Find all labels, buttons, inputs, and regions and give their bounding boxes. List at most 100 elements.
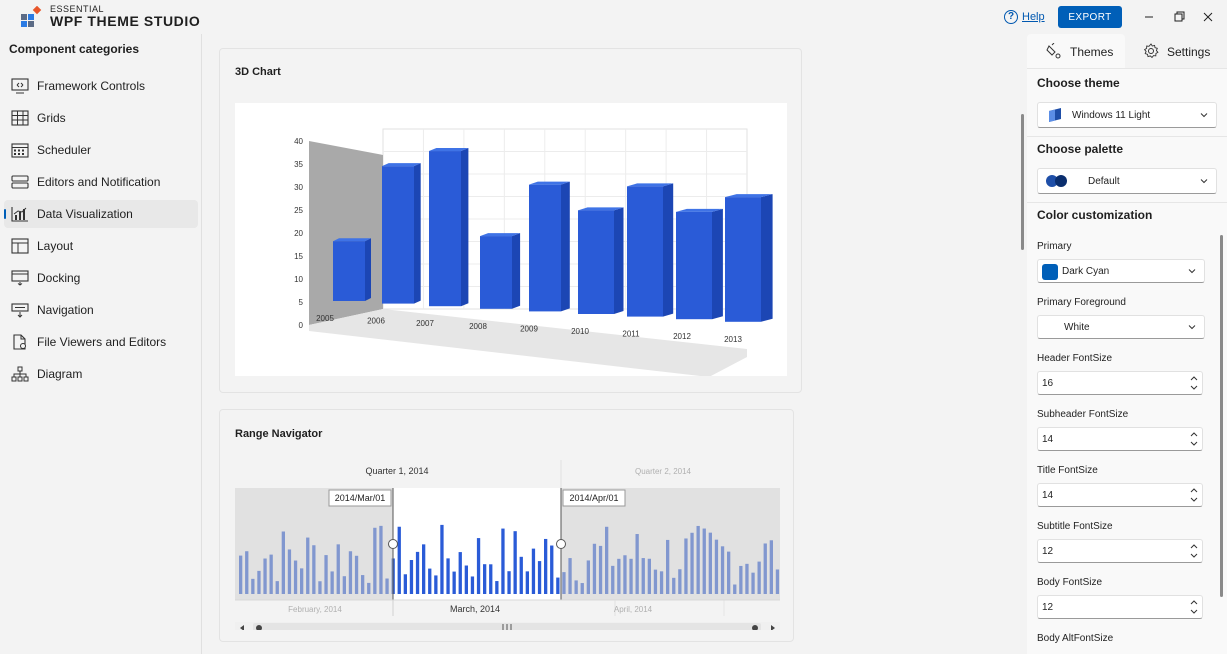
- chevron-down-icon[interactable]: [1190, 385, 1198, 391]
- chevron-up-icon[interactable]: [1190, 375, 1198, 381]
- scroll-left-icon: [240, 625, 244, 630]
- bar-side: [512, 233, 521, 309]
- primary-color-value: Dark Cyan: [1062, 266, 1110, 277]
- bar-top: [382, 163, 421, 167]
- range-thumb: [556, 539, 566, 549]
- sidebar-item-scheduler[interactable]: Scheduler: [4, 136, 198, 164]
- palette-icon: [1046, 43, 1061, 59]
- navigation-icon: [11, 303, 29, 318]
- range-tooltip-text: 2014/Mar/01: [335, 493, 386, 503]
- bar-side: [712, 208, 723, 320]
- range-top-label: Quarter 2, 2014: [635, 467, 692, 476]
- restore-icon[interactable]: [1170, 8, 1188, 26]
- x-tick-label: 2008: [469, 322, 487, 331]
- sidebar-item-framework-controls[interactable]: Framework Controls: [4, 72, 198, 100]
- range-bar: [489, 564, 493, 594]
- palette-swatch-icon: [1046, 175, 1067, 187]
- range-bar: [507, 571, 511, 594]
- main-scrollbar[interactable]: [1021, 114, 1024, 250]
- chevron-down-icon[interactable]: [1190, 609, 1198, 615]
- bar-top: [725, 194, 773, 198]
- range-top-label: Quarter 1, 2014: [365, 466, 428, 476]
- range-bar: [458, 552, 462, 594]
- range-tooltip: [328, 489, 392, 507]
- chevron-down-icon[interactable]: [1190, 497, 1198, 503]
- chevron-up-icon[interactable]: [1190, 431, 1198, 437]
- sidebar-item-label: Data Visualization: [37, 207, 133, 221]
- body-fontsize-input[interactable]: 12: [1037, 595, 1203, 619]
- palette-select[interactable]: Default: [1037, 168, 1217, 194]
- chart-card: 3D Chart 0 5 10 15 20 25 30 35 40 2005 2006 2007 200…: [219, 48, 802, 393]
- range-bar: [519, 556, 523, 594]
- close-icon[interactable]: [1199, 8, 1217, 26]
- export-button[interactable]: EXPORT: [1058, 6, 1122, 28]
- sidebar-item-docking[interactable]: Docking: [4, 264, 198, 292]
- chevron-down-icon: [1200, 179, 1208, 184]
- palette-select-value: Default: [1088, 176, 1120, 187]
- help-icon[interactable]: ?: [1004, 10, 1018, 24]
- range-thumb: [388, 539, 398, 549]
- divider: [1027, 202, 1227, 203]
- chevron-down-icon[interactable]: [1190, 553, 1198, 559]
- tab-themes-label: Themes: [1070, 45, 1114, 59]
- help-link[interactable]: Help: [1022, 11, 1045, 23]
- diagram-icon: [11, 366, 29, 382]
- sidebar-item-grids[interactable]: Grids: [4, 104, 198, 132]
- sidebar-item-label: Navigation: [37, 303, 94, 317]
- y-tick-label: 40: [294, 137, 303, 146]
- y-tick-label: 0: [299, 321, 304, 330]
- chevron-down-icon[interactable]: [1190, 441, 1198, 447]
- range-bar: [470, 576, 475, 594]
- x-tick-label: 2007: [416, 319, 434, 328]
- range-unselected-right: [561, 488, 780, 600]
- sidebar-item-file-viewers-and-editors[interactable]: File Viewers and Editors: [4, 328, 198, 356]
- chart-floor: [309, 309, 747, 377]
- tab-settings[interactable]: Settings: [1127, 34, 1227, 68]
- docking-icon: [11, 270, 29, 286]
- choose-palette-heading: Choose palette: [1037, 142, 1124, 156]
- chart-icon: [11, 207, 28, 222]
- chevron-up-icon[interactable]: [1190, 487, 1198, 493]
- x-tick-label: 2005: [316, 314, 334, 323]
- theme-select[interactable]: Windows 11 Light: [1037, 102, 1217, 128]
- y-tick-label: 10: [294, 275, 303, 284]
- sidebar-item-diagram[interactable]: Diagram: [4, 360, 198, 388]
- range-bar: [403, 574, 407, 594]
- bar-side: [663, 183, 674, 317]
- header-fontsize-input[interactable]: 16: [1037, 371, 1203, 395]
- range-bar: [397, 526, 401, 594]
- sidebar-item-layout[interactable]: Layout: [4, 232, 198, 260]
- title-fontsize-input[interactable]: 14: [1037, 483, 1203, 507]
- subtitle-fontsize-input[interactable]: 12: [1037, 539, 1203, 563]
- scroll-right-icon: [771, 625, 775, 630]
- primary-foreground-select[interactable]: White: [1037, 315, 1205, 339]
- range-navigator-card: Range Navigator Quarter 1, 2014 Quarter 2…: [219, 409, 794, 642]
- range-navigator-svg[interactable]: Quarter 1, 2014 Quarter 2, 2014 2014/Mar/0…: [235, 460, 780, 630]
- sidebar-item-label: File Viewers and Editors: [37, 335, 167, 349]
- primary-label: Primary: [1037, 241, 1072, 252]
- x-tick-label: 2013: [724, 335, 742, 344]
- primary-color-select[interactable]: Dark Cyan: [1037, 259, 1205, 283]
- subheader-fontsize-input[interactable]: 14: [1037, 427, 1203, 451]
- range-bar: [422, 544, 426, 594]
- chevron-up-icon[interactable]: [1190, 599, 1198, 605]
- sidebar-item-data-visualization[interactable]: Data Visualization: [4, 200, 198, 228]
- chevron-up-icon[interactable]: [1190, 543, 1198, 549]
- editor-icon: [11, 175, 29, 189]
- range-bar: [525, 571, 529, 594]
- minimize-icon[interactable]: [1140, 8, 1158, 26]
- primary-foreground-label: Primary Foreground: [1037, 297, 1126, 308]
- scroll-handle-left: [256, 625, 262, 630]
- sidebar-item-editors-and-notification[interactable]: Editors and Notification: [4, 168, 198, 196]
- panel-scrollbar[interactable]: [1220, 235, 1223, 597]
- range-bar: [501, 528, 505, 594]
- bar: [627, 186, 663, 317]
- range-bar: [464, 565, 468, 594]
- title-bar: ESSENTIAL WPF THEME STUDIO ? Help EXPORT: [0, 0, 1227, 34]
- subtitle-fontsize-label: Subtitle FontSize: [1037, 521, 1113, 532]
- sidebar-item-navigation[interactable]: Navigation: [4, 296, 198, 324]
- range-bar: [446, 558, 450, 594]
- range-selection-top: [393, 488, 561, 522]
- divider: [1027, 136, 1227, 137]
- tab-themes[interactable]: Themes: [1027, 34, 1125, 68]
